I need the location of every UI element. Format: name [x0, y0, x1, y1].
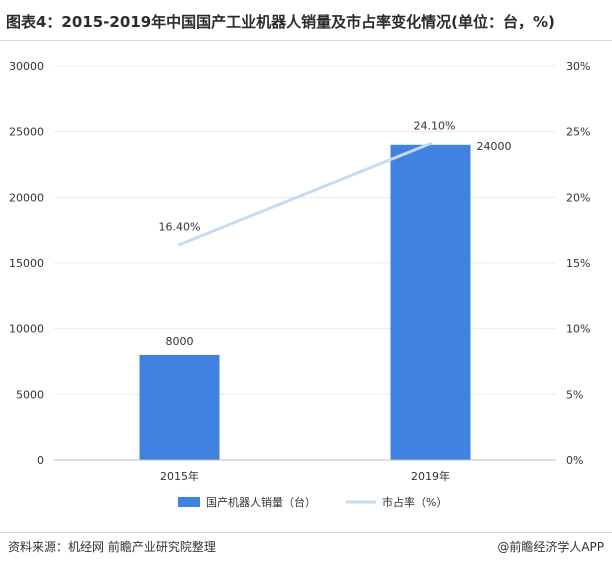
bar [390, 144, 471, 461]
x-tick-label: 2019年 [411, 469, 450, 483]
right-tick-label: 0% [566, 454, 583, 467]
left-tick-label: 20000 [9, 191, 44, 204]
legend-line-label: 市占率（%） [382, 495, 447, 509]
source-note: 资料来源：机经网 前瞻产业研究院整理 [8, 540, 216, 554]
line-value-label: 24.10% [414, 119, 456, 132]
right-tick-label: 5% [566, 388, 583, 401]
line-point [429, 141, 432, 145]
data-labels: 8000 24000 16.40% 24.10% [159, 119, 512, 347]
chart-title: 图表4：2015-2019年中国国产工业机器人销量及市占率变化情况(单位：台，%… [6, 13, 555, 31]
left-tick-label: 0 [37, 454, 44, 467]
legend-bar-swatch [178, 497, 200, 507]
left-axis: 0 5000 10000 15000 20000 25000 30000 [9, 60, 44, 467]
line-point [178, 243, 181, 247]
chart: 0 5000 10000 15000 20000 25000 30000 0% 5% 10% 15… [9, 60, 590, 509]
gridlines [54, 65, 556, 395]
left-tick-label: 30000 [9, 60, 44, 73]
right-tick-label: 25% [566, 126, 590, 139]
legend: 国产机器人销量（台） 市占率（%） [178, 495, 447, 509]
right-tick-label: 20% [566, 191, 590, 204]
x-axis: 2015年 2019年 [54, 459, 556, 483]
bar [139, 354, 220, 460]
left-tick-label: 15000 [9, 257, 44, 270]
legend-bar-label: 国产机器人销量（台） [206, 495, 316, 509]
left-tick-label: 10000 [9, 323, 44, 336]
x-tick-label: 2015年 [160, 469, 199, 483]
line-series [178, 141, 432, 247]
footer-divider [0, 532, 612, 533]
left-tick-label: 5000 [16, 388, 44, 401]
left-tick-label: 25000 [9, 126, 44, 139]
right-axis: 0% 5% 10% 15% 20% 25% 30% [566, 60, 590, 467]
right-tick-label: 15% [566, 257, 590, 270]
market-share-line [178, 142, 432, 247]
bar-series [139, 144, 471, 461]
bar-value-label: 24000 [477, 140, 512, 153]
title-divider [0, 40, 612, 41]
right-tick-label: 30% [566, 60, 590, 73]
right-tick-label: 10% [566, 323, 590, 336]
credit-note: @前瞻经济学人APP [497, 540, 604, 554]
line-value-label: 16.40% [159, 221, 201, 234]
bar-value-label: 8000 [166, 335, 194, 348]
